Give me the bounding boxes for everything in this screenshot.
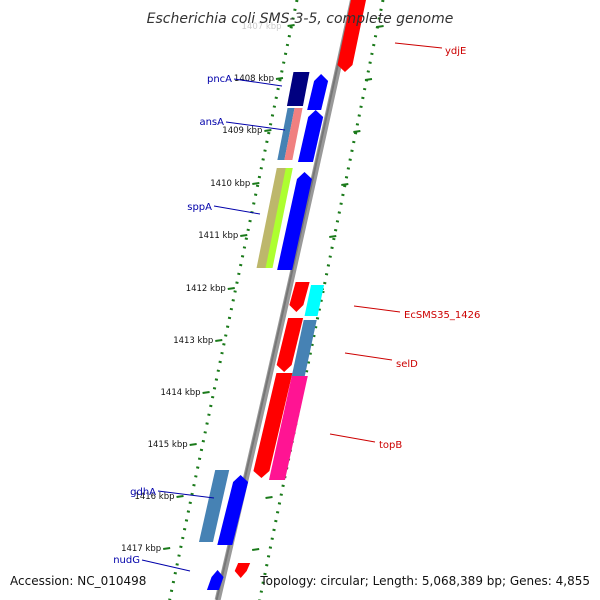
tick-label-1: 1408 kbp: [234, 74, 274, 84]
tick-mark-inner-0: [287, 24, 295, 27]
cds-block-sppA-a: [256, 168, 287, 268]
tick-mark-inner-5: [227, 287, 235, 290]
inner-scale-ring: [168, 0, 299, 600]
gene-label-selD: selD: [396, 359, 418, 370]
cds-block-ansA-a: [277, 108, 295, 160]
gene-label-gdhA: gdhA: [130, 487, 156, 498]
tick-mark-outer-1: [364, 78, 373, 81]
gene-leader-EcSMS35_1426: [353, 305, 401, 313]
gene-label-pncA: pncA: [207, 74, 232, 85]
gene-leader-nudG: [141, 559, 191, 572]
tick-mark-inner-7: [202, 391, 210, 394]
gene-leader-ydjE: [394, 42, 443, 49]
tick-mark-inner-4: [240, 234, 248, 237]
gene-leader-topB: [329, 433, 376, 443]
tick-label-6: 1413 kbp: [173, 336, 213, 346]
gene-label-topB: topB: [379, 440, 402, 451]
tick-mark-outer-0: [376, 25, 384, 28]
cds-block-pncA: [286, 72, 310, 106]
gene-leader-pncA: [233, 78, 283, 87]
tick-label-4: 1411 kbp: [198, 231, 238, 241]
tick-mark-outer-2: [353, 130, 361, 133]
map-elements: 1407 kbp 1408 kbp 1409 kbp 1410 kbp 1411 kbp…: [113, 0, 480, 600]
tick-mark-outer-10: [252, 548, 260, 551]
gene-block-EcSMS35_1426-rev: [289, 282, 310, 312]
gene-label-ansA: ansA: [199, 117, 224, 128]
gene-block-ansA-fwd: [297, 110, 324, 162]
tick-label-9: 1416 kbp: [134, 492, 174, 502]
gene-leader-selD: [344, 352, 393, 361]
cds-block-gdhA: [198, 470, 230, 542]
gene-leader-gdhA: [157, 490, 215, 499]
cds-block-topB: [268, 376, 308, 480]
tick-label-0: 1407 kbp: [242, 22, 282, 32]
gene-block-ydjE-rev: [337, 0, 366, 72]
tick-mark-inner-6: [215, 339, 223, 342]
tick-label-5: 1412 kbp: [186, 284, 226, 294]
tick-mark-inner-10: [163, 547, 171, 550]
gene-leader-ansA: [225, 121, 286, 131]
gene-block-small-rev: [234, 563, 251, 578]
tick-mark-inner-9: [176, 495, 184, 498]
tick-mark-outer-3: [341, 183, 349, 186]
cds-block-EcSMS35_1426: [304, 285, 325, 316]
gene-block-sppA-fwd: [277, 172, 312, 270]
cds-block-ansA-b: [284, 108, 303, 160]
tick-mark-inner-8: [189, 443, 197, 446]
gene-leader-sppA: [213, 205, 261, 215]
accession-text: Accession: NC_010498: [10, 574, 147, 588]
gene-block-topB-rev: [253, 373, 293, 478]
tick-label-8: 1415 kbp: [148, 440, 188, 450]
tick-mark-outer-9: [265, 496, 273, 499]
outer-scale-ring: [258, 0, 385, 600]
gene-block-nudG-fwd: [206, 570, 224, 590]
gene-label-ydjE: ydjE: [445, 46, 466, 57]
gene-label-sppA: sppA: [187, 202, 212, 213]
tick-label-7: 1414 kbp: [161, 388, 201, 398]
tick-mark-inner-3: [252, 182, 260, 185]
map-title: Escherichia coli SMS-3-5, complete genom…: [147, 11, 454, 27]
tick-mark-inner-1: [275, 77, 284, 80]
gene-label-nudG: nudG: [113, 555, 140, 566]
cds-block-selD: [291, 320, 317, 376]
tick-label-10: 1417 kbp: [121, 544, 161, 554]
tick-mark-outer-4: [329, 235, 337, 238]
gene-block-gdhA-fwd: [217, 475, 249, 545]
tick-mark-inner-2: [264, 129, 272, 132]
genome-stats-text: Topology: circular; Length: 5,068,389 bp…: [260, 574, 590, 588]
gene-label-EcSMS35_1426: EcSMS35_1426: [404, 310, 480, 321]
tick-label-2: 1409 kbp: [222, 126, 262, 136]
tick-label-3: 1410 kbp: [210, 179, 250, 189]
cds-block-sppA-b: [265, 168, 293, 268]
gene-block-pncA-fwd: [307, 74, 329, 110]
gene-block-selD-rev: [276, 318, 304, 372]
